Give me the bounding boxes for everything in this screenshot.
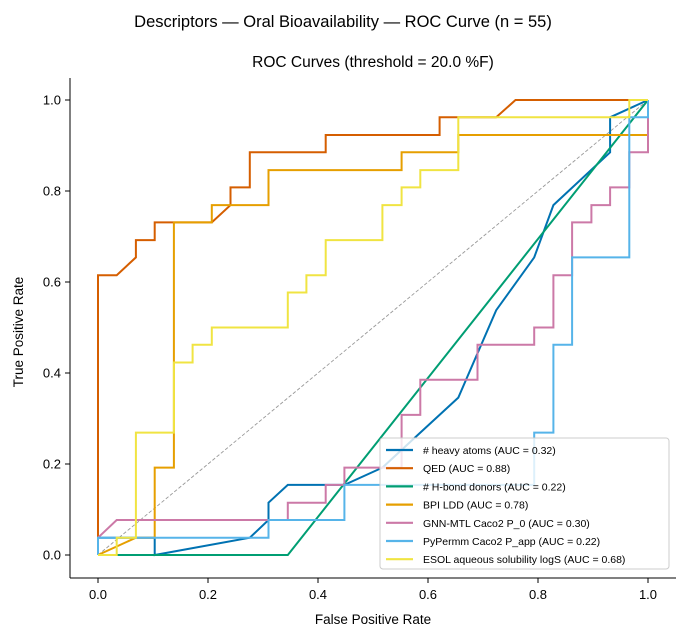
y-tick-label: 0.8 xyxy=(43,184,61,199)
series-line-5 xyxy=(97,100,649,555)
chart-title: ROC Curves (threshold = 20.0 %F) xyxy=(252,54,494,71)
x-tick-label: 0.2 xyxy=(199,587,217,602)
series-line-4 xyxy=(97,100,649,539)
axes: 0.0 0.2 0.4 0.6 0.8 1.0 0.0 0.2 0.4 0.6 0.8 1.0 xyxy=(43,78,676,602)
x-tick-label: 1.0 xyxy=(639,587,657,602)
x-tick-label: 0.6 xyxy=(419,587,437,602)
x-tick-label: 0.4 xyxy=(309,587,327,602)
series-line-6 xyxy=(98,99,648,556)
chart-suptitle: Descriptors — Oral Bioavailability — ROC… xyxy=(134,13,552,31)
y-tick-label: 1.0 xyxy=(43,93,61,108)
plot-area xyxy=(97,99,649,557)
legend-label: # heavy atoms (AUC = 0.32) xyxy=(423,445,556,457)
y-tick-label: 0.2 xyxy=(43,457,61,472)
y-tick-label: 0.0 xyxy=(43,548,61,563)
legend-label: BPI LDD (AUC = 0.78) xyxy=(423,500,528,512)
y-tick-label: 0.4 xyxy=(43,366,61,381)
series-line-1 xyxy=(97,99,648,538)
chance-diagonal-line xyxy=(97,99,649,556)
legend-label: PyPermm Caco2 P_app (AUC = 0.22) xyxy=(423,536,600,548)
y-axis-label: True Positive Rate xyxy=(11,277,26,388)
legend-label: GNN-MTL Caco2 P_0 (AUC = 0.30) xyxy=(423,518,590,530)
y-tick-label: 0.6 xyxy=(43,275,61,290)
series-line-2 xyxy=(98,99,649,556)
legend: # heavy atoms (AUC = 0.32) QED (AUC = 0.8… xyxy=(379,437,670,570)
legend-box xyxy=(379,437,670,570)
x-tick-label: 0.0 xyxy=(89,587,107,602)
x-tick-label: 0.8 xyxy=(529,587,547,602)
legend-label: QED (AUC = 0.88) xyxy=(423,463,510,475)
legend-label: # H-bond donors (AUC = 0.22) xyxy=(423,481,566,493)
x-axis-label: False Positive Rate xyxy=(315,612,431,627)
legend-label: ESOL aqueous solubility logS (AUC = 0.68… xyxy=(423,554,625,566)
